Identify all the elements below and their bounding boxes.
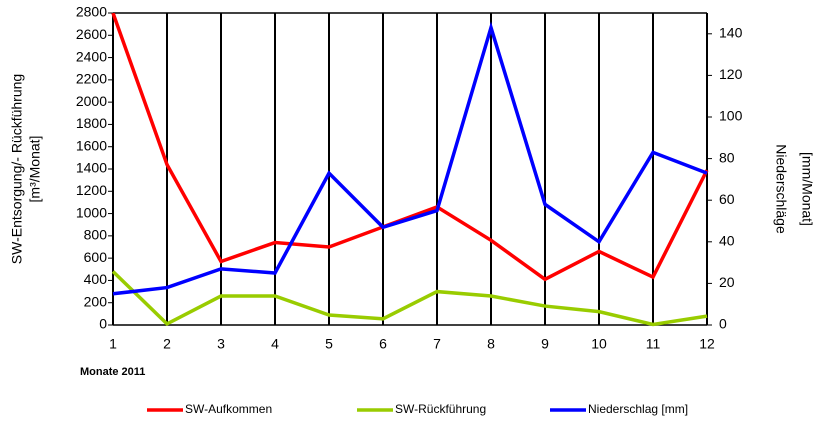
y-tick-label: 0 bbox=[99, 316, 107, 332]
x-tick-label: 9 bbox=[541, 336, 549, 352]
y-tick-label: 2200 bbox=[76, 71, 107, 87]
y-tick-label: 1800 bbox=[76, 115, 107, 131]
y-axis-label: [m³/Monat] bbox=[27, 136, 43, 203]
y-tick-label: 1600 bbox=[76, 137, 107, 153]
data-line bbox=[111, 270, 708, 327]
y2-tick-label: 100 bbox=[719, 108, 743, 124]
y-tick-label: 2600 bbox=[76, 26, 107, 42]
y2-tick-label: 20 bbox=[719, 274, 735, 290]
x-tick-label: 11 bbox=[646, 336, 661, 352]
y-tick-label: 1400 bbox=[76, 160, 107, 176]
x-axis-label: Monate 2011 bbox=[80, 366, 145, 378]
x-tick-label: 12 bbox=[699, 336, 715, 352]
y2-axis-label: Niederschläge bbox=[773, 144, 789, 234]
y-axis-label: SW-Entsorgung/- Rückführung bbox=[9, 74, 25, 264]
y2-tick-label: 120 bbox=[719, 66, 743, 82]
y-tick-label: 600 bbox=[84, 249, 108, 265]
y-tick-label: 2800 bbox=[76, 4, 107, 20]
x-tick-label: 10 bbox=[591, 336, 607, 352]
x-tick-label: 7 bbox=[433, 336, 441, 352]
x-tick-label: 4 bbox=[271, 336, 279, 352]
x-tick-label: 8 bbox=[487, 336, 495, 352]
y-tick-label: 1200 bbox=[76, 182, 107, 198]
y2-tick-label: 40 bbox=[719, 233, 735, 249]
y-tick-label: 2000 bbox=[76, 93, 107, 109]
y-tick-label: 400 bbox=[84, 271, 108, 287]
y-tick-label: 800 bbox=[84, 227, 108, 243]
x-tick-label: 5 bbox=[325, 336, 333, 352]
legend-label: SW-Rückführung bbox=[395, 402, 486, 416]
x-tick-label: 1 bbox=[109, 336, 117, 352]
legend-label: Niederschlag [mm] bbox=[588, 402, 688, 416]
y2-tick-label: 60 bbox=[719, 191, 735, 207]
y-tick-label: 200 bbox=[84, 293, 108, 309]
x-tick-label: 3 bbox=[217, 336, 225, 352]
y-tick-label: 1000 bbox=[76, 204, 107, 220]
y2-tick-label: 80 bbox=[719, 149, 735, 165]
x-tick-label: 2 bbox=[163, 336, 171, 352]
x-tick-label: 6 bbox=[379, 336, 387, 352]
y2-tick-label: 0 bbox=[719, 316, 727, 332]
y2-axis-label: [mm/Monat] bbox=[799, 152, 815, 226]
data-line bbox=[111, 13, 709, 282]
legend-label: SW-Aufkommen bbox=[185, 402, 272, 416]
data-line bbox=[112, 21, 708, 296]
y-tick-label: 2400 bbox=[76, 48, 107, 64]
y2-tick-label: 140 bbox=[719, 25, 743, 41]
